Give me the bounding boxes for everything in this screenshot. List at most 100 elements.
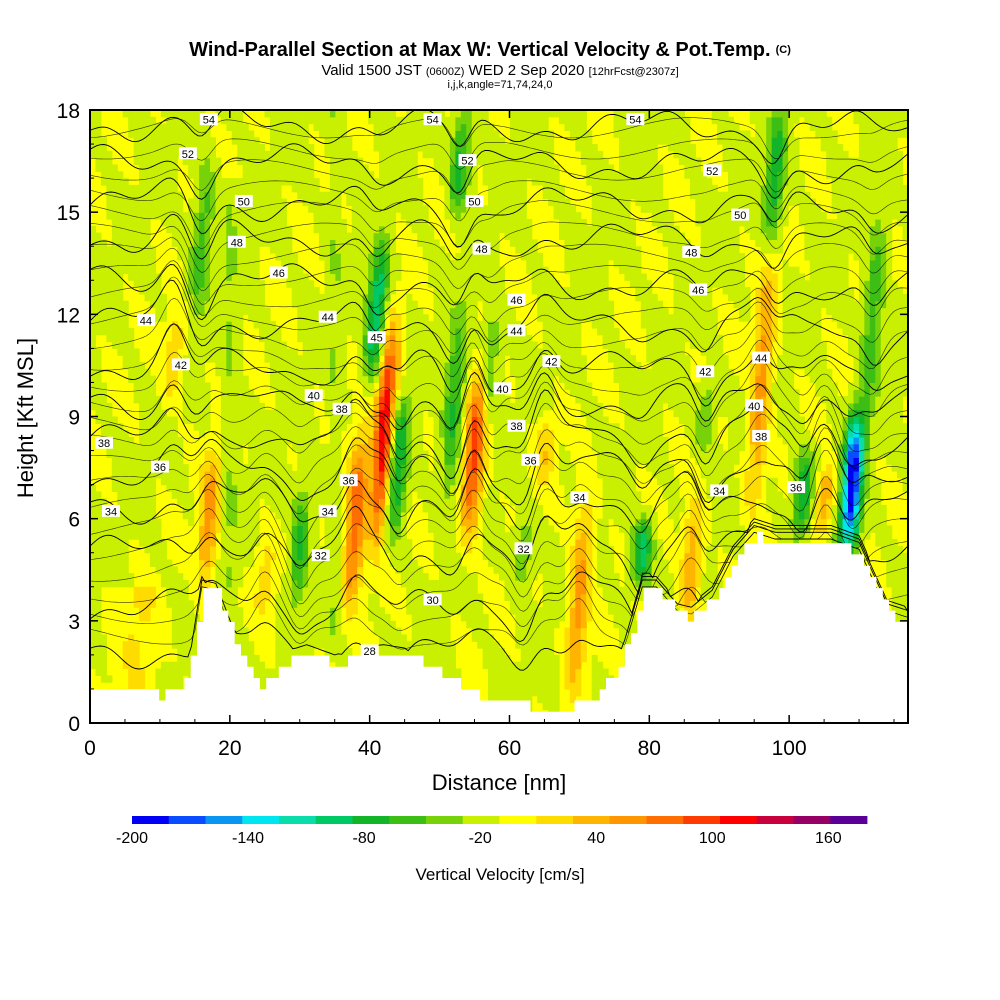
velocity-cell <box>329 525 336 533</box>
velocity-cell <box>302 607 309 615</box>
velocity-cell <box>111 280 118 288</box>
velocity-cell <box>199 239 206 247</box>
velocity-cell <box>488 246 495 254</box>
velocity-cell <box>269 239 277 247</box>
velocity-cell <box>264 586 271 595</box>
velocity-cell <box>220 348 227 356</box>
velocity-cell <box>215 253 222 261</box>
velocity-cell <box>482 287 489 295</box>
velocity-cell <box>368 505 375 513</box>
velocity-cell <box>133 518 140 527</box>
velocity-cell <box>329 280 336 288</box>
velocity-cell <box>482 409 489 418</box>
velocity-cell <box>373 409 380 418</box>
velocity-cell <box>389 348 396 356</box>
velocity-cell <box>275 116 282 125</box>
velocity-cell <box>335 648 342 656</box>
velocity-cell <box>455 171 462 179</box>
velocity-cell <box>346 178 353 186</box>
velocity-cell <box>466 307 473 315</box>
velocity-cell <box>231 293 238 302</box>
velocity-cell <box>111 484 118 493</box>
velocity-cell <box>248 525 255 533</box>
velocity-cell <box>297 607 304 615</box>
velocity-cell <box>313 532 320 540</box>
velocity-cell <box>488 334 495 343</box>
velocity-cell <box>90 348 97 356</box>
velocity-cell <box>406 600 413 608</box>
velocity-cell <box>384 123 391 132</box>
velocity-cell <box>362 232 369 241</box>
velocity-cell <box>182 620 189 629</box>
velocity-cell <box>171 341 178 349</box>
velocity-cell <box>368 253 375 261</box>
velocity-cell <box>160 675 167 683</box>
velocity-cell <box>106 287 113 295</box>
velocity-cell <box>248 137 255 145</box>
velocity-cell <box>428 144 435 152</box>
velocity-cell <box>324 402 331 411</box>
velocity-cell <box>237 253 244 261</box>
velocity-cell <box>117 280 124 288</box>
velocity-cell <box>488 389 495 397</box>
velocity-cell <box>395 457 402 465</box>
velocity-cell <box>100 423 107 431</box>
velocity-cell <box>128 334 135 343</box>
velocity-cell <box>193 232 200 241</box>
velocity-cell <box>199 137 206 145</box>
velocity-cell <box>122 300 129 309</box>
velocity-cell <box>171 477 178 486</box>
velocity-cell <box>466 402 473 411</box>
velocity-cell <box>439 253 446 261</box>
velocity-cell <box>477 130 484 138</box>
velocity-cell <box>280 362 287 370</box>
velocity-cell <box>444 293 451 302</box>
velocity-cell <box>389 253 396 261</box>
velocity-cell <box>122 355 129 363</box>
velocity-cell <box>149 191 157 200</box>
velocity-cell <box>297 498 304 506</box>
velocity-cell <box>215 457 222 465</box>
velocity-cell <box>329 205 336 213</box>
velocity-cell <box>182 641 189 649</box>
velocity-cell <box>111 559 118 567</box>
velocity-cell <box>319 573 326 581</box>
velocity-cell <box>460 184 467 193</box>
velocity-cell <box>417 191 424 200</box>
velocity-cell <box>488 661 495 670</box>
velocity-cell <box>171 668 178 676</box>
velocity-cell <box>308 457 315 465</box>
velocity-cell <box>253 525 260 533</box>
velocity-cell <box>188 614 195 622</box>
velocity-cell <box>269 491 277 499</box>
velocity-cell <box>319 620 326 629</box>
velocity-cell <box>237 184 244 193</box>
velocity-cell <box>269 198 277 206</box>
velocity-cell <box>449 566 456 574</box>
velocity-cell <box>433 491 440 499</box>
velocity-cell <box>177 620 184 629</box>
velocity-cell <box>177 668 184 676</box>
velocity-cell <box>439 123 446 132</box>
velocity-cell <box>95 116 102 125</box>
velocity-cell <box>291 627 298 636</box>
velocity-cell <box>171 130 178 138</box>
velocity-cell <box>308 539 315 547</box>
velocity-cell <box>237 396 244 404</box>
velocity-cell <box>144 443 151 452</box>
velocity-cell <box>106 402 113 411</box>
velocity-cell <box>329 137 336 145</box>
velocity-cell <box>100 579 107 588</box>
velocity-cell <box>384 457 391 465</box>
velocity-cell <box>460 110 467 118</box>
velocity-cell <box>329 566 336 574</box>
velocity-cell <box>389 498 396 506</box>
velocity-cell <box>275 402 282 411</box>
velocity-cell <box>253 654 260 663</box>
velocity-cell <box>253 423 260 431</box>
velocity-cell <box>302 648 309 656</box>
velocity-cell <box>253 416 260 424</box>
velocity-cell <box>471 253 478 261</box>
velocity-cell <box>111 579 118 588</box>
velocity-cell <box>193 266 200 275</box>
